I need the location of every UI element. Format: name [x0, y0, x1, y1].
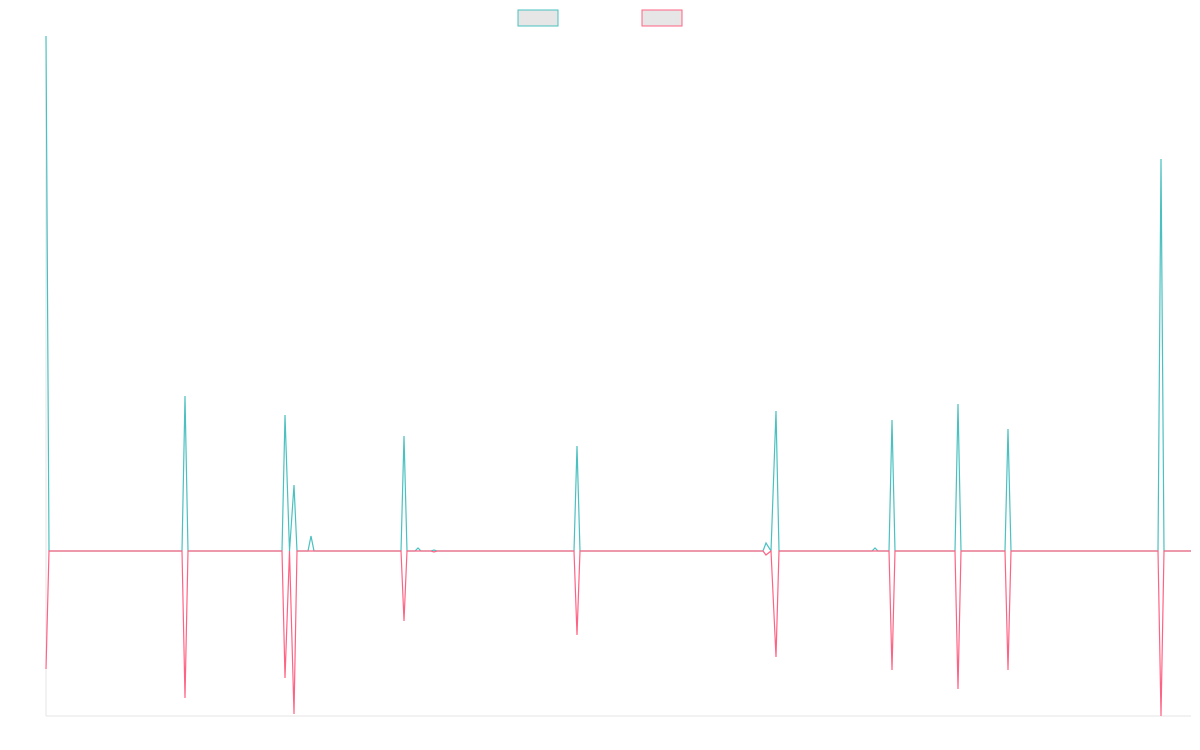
line: [45, 549, 1191, 717]
line: [45, 35, 1191, 553]
legend-swatch: [517, 9, 559, 27]
legend-swatch: [641, 9, 683, 27]
